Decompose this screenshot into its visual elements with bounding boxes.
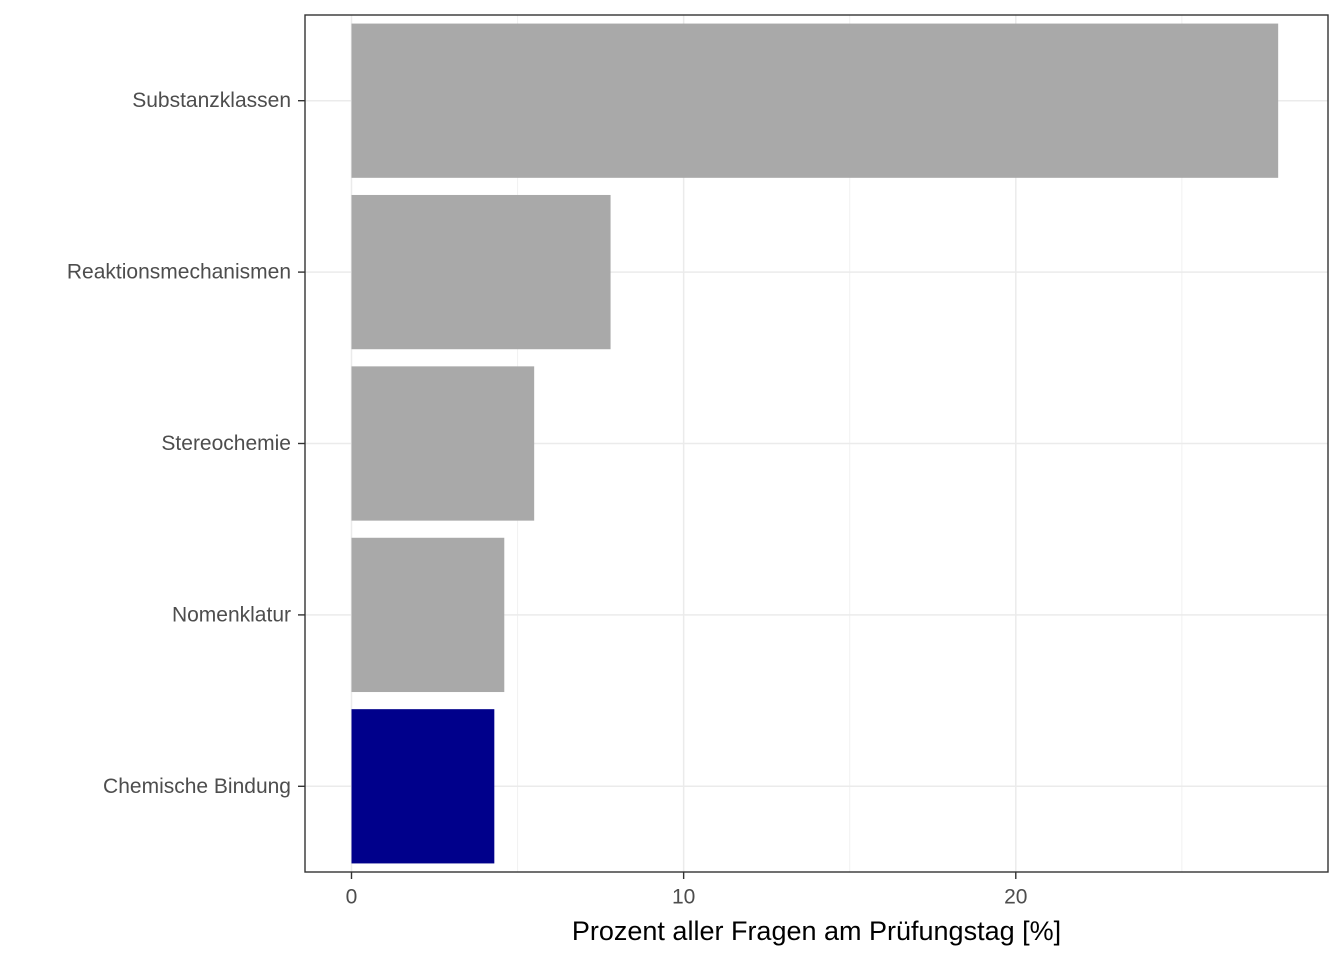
y-tick-label: Stereochemie [161,432,291,455]
y-tick-label: Chemische Bindung [103,775,291,798]
x-tick-label: 20 [1004,886,1027,909]
bar-reaktionsmechanismen [351,194,611,350]
y-tick-label: Substanzklassen [132,89,291,112]
x-axis-title: Prozent aller Fragen am Prüfungstag [%] [572,916,1061,946]
bar-substanzklassen [351,23,1279,178]
bar-nomenklatur [351,537,505,693]
x-tick-label: 0 [346,886,358,909]
bar-stereochemie [351,366,535,521]
x-tick-label: 10 [672,886,695,909]
y-tick-label: Nomenklatur [172,603,291,626]
axes: Substanzklassen Reaktionsmechanismen Stere… [67,89,1028,908]
bars [351,23,1279,864]
y-tick-label: Reaktionsmechanismen [67,261,291,284]
bar-chemische-bindung [351,709,495,864]
